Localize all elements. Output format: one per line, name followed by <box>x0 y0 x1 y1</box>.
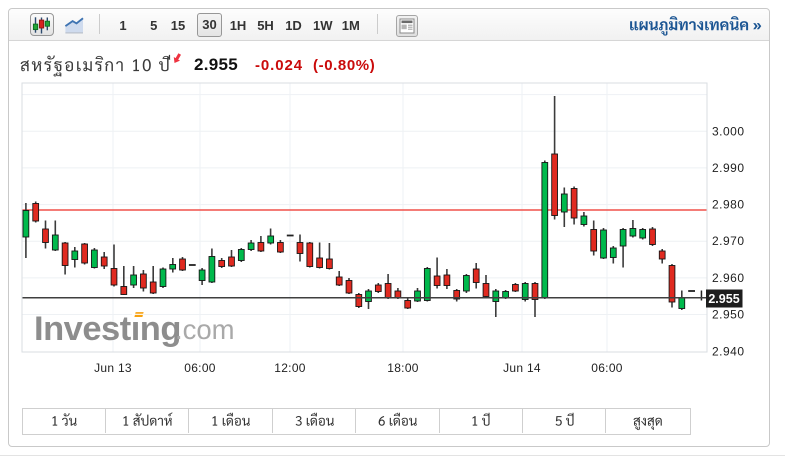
svg-text:2.960: 2.960 <box>712 271 745 285</box>
svg-text:.com: .com <box>175 314 235 345</box>
svg-text:2.990: 2.990 <box>712 161 745 175</box>
svg-text:2.980: 2.980 <box>712 198 745 212</box>
svg-text:06:00: 06:00 <box>591 361 623 375</box>
svg-text:2.940: 2.940 <box>712 345 745 359</box>
svg-text:18:00: 18:00 <box>387 361 419 375</box>
svg-text:Jun 14: Jun 14 <box>503 361 541 375</box>
svg-text:Jun 13: Jun 13 <box>94 361 132 375</box>
svg-text:Investing: Investing <box>34 310 181 348</box>
svg-text:3.000: 3.000 <box>712 124 745 138</box>
svg-text:06:00: 06:00 <box>184 361 216 375</box>
svg-text:2.950: 2.950 <box>712 308 745 322</box>
svg-text:12:00: 12:00 <box>274 361 306 375</box>
svg-text:2.970: 2.970 <box>712 234 745 248</box>
svg-text:2.955: 2.955 <box>708 292 739 306</box>
